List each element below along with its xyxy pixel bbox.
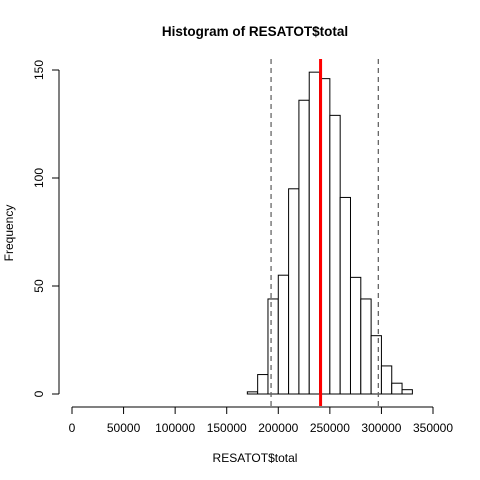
y-tick-label: 50 [32,279,46,293]
chart-title: Histogram of RESATOT$total [162,24,348,39]
x-axis: 0 50000 100000 150000 200000 250000 300000 3500… [69,406,453,435]
x-tick-label: 50000 [107,421,141,435]
histogram-bar [257,374,269,395]
x-tick-label: 350000 [413,421,453,435]
histogram-bar [370,335,382,395]
histogram-bar [246,391,259,395]
y-tick-label: 0 [32,390,46,397]
x-tick-label: 300000 [361,421,401,435]
histogram-bar [401,389,413,395]
x-axis-label: RESATOT$total [213,451,298,465]
x-tick-label: 200000 [258,421,298,435]
histogram-bar [277,274,290,395]
x-tick-label: 250000 [310,421,350,435]
histogram-bar [298,99,310,395]
histogram-bar [267,298,279,395]
y-axis: 0 50 100 150 [32,60,60,397]
reference-lines [270,59,379,406]
histogram-bar [308,71,321,395]
histogram-bar [288,188,300,395]
histogram-bar [329,114,341,395]
x-tick-label: 150000 [207,421,247,435]
histogram-bars [246,71,413,395]
histogram-bar [360,298,372,395]
y-axis-label: Frequency [2,205,16,262]
histogram-bar [391,382,403,395]
y-tick-label: 150 [32,60,46,80]
x-tick-label: 0 [69,421,76,435]
histogram-bar [349,276,362,395]
histogram-bar [380,365,393,395]
histogram-bar [339,196,351,395]
y-tick-label: 100 [32,168,46,188]
x-tick-label: 100000 [155,421,195,435]
